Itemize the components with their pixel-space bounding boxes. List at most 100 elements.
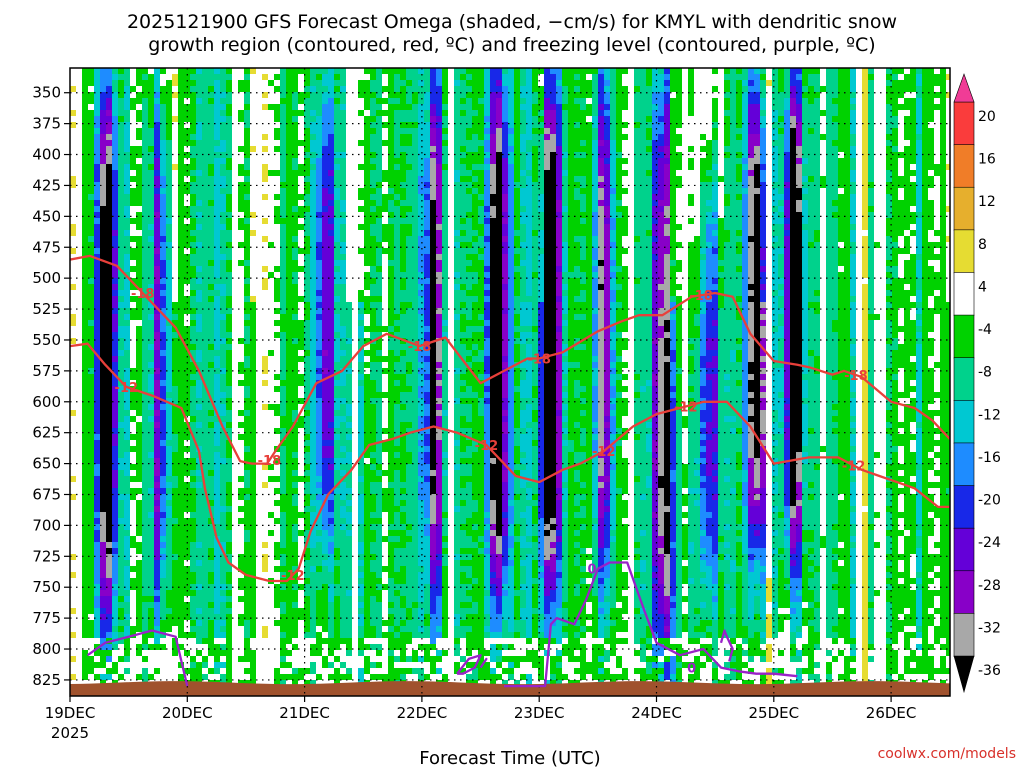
omega-cell <box>304 524 311 531</box>
omega-cell <box>274 182 281 189</box>
omega-cell <box>286 260 293 267</box>
omega-cell <box>322 218 329 225</box>
omega-cell <box>352 392 359 399</box>
omega-cell <box>346 200 353 207</box>
omega-cell <box>226 158 233 165</box>
omega-cell <box>262 494 269 501</box>
omega-cell <box>184 524 191 531</box>
omega-cell <box>142 392 149 399</box>
omega-cell <box>214 548 221 555</box>
omega-cell <box>154 284 161 291</box>
omega-cell <box>286 344 293 351</box>
omega-cell <box>232 158 239 165</box>
omega-cell <box>232 386 239 393</box>
omega-cell <box>88 566 95 573</box>
omega-cell <box>334 368 341 375</box>
omega-cell <box>148 146 155 153</box>
omega-cell <box>136 536 143 543</box>
omega-cell <box>76 338 83 345</box>
omega-cell <box>196 230 203 237</box>
omega-cell <box>292 338 299 345</box>
omega-cell <box>172 638 179 645</box>
omega-cell <box>88 542 95 549</box>
omega-cell <box>226 452 233 459</box>
omega-cell <box>310 350 317 357</box>
omega-cell <box>94 188 101 195</box>
omega-cell <box>142 212 149 219</box>
omega-cell <box>172 302 179 309</box>
omega-cell <box>274 506 281 513</box>
omega-cell <box>148 104 155 111</box>
omega-cell <box>328 530 335 537</box>
omega-cell <box>268 230 275 237</box>
omega-cell <box>214 86 221 93</box>
omega-cell <box>94 140 101 147</box>
omega-cell <box>220 446 227 453</box>
omega-cell <box>262 470 269 477</box>
omega-cell <box>304 344 311 351</box>
omega-cell <box>316 452 323 459</box>
omega-cell <box>106 560 113 567</box>
omega-cell <box>334 350 341 357</box>
omega-cell <box>94 284 101 291</box>
omega-cell <box>70 590 77 597</box>
omega-cell <box>184 290 191 297</box>
omega-cell <box>310 152 317 159</box>
omega-cell <box>346 668 353 675</box>
omega-cell <box>94 650 101 657</box>
omega-cell <box>82 398 89 405</box>
omega-cell <box>88 434 95 441</box>
omega-cell <box>172 674 179 681</box>
omega-cell <box>352 326 359 333</box>
omega-cell <box>262 566 269 573</box>
omega-cell <box>316 428 323 435</box>
omega-cell <box>328 518 335 525</box>
omega-cell <box>136 92 143 99</box>
omega-cell <box>94 530 101 537</box>
omega-cell <box>268 530 275 537</box>
omega-cell <box>340 644 347 651</box>
omega-cell <box>292 536 299 543</box>
omega-cell <box>70 176 77 183</box>
omega-cell <box>82 176 89 183</box>
omega-cell <box>220 212 227 219</box>
omega-cell <box>190 248 197 255</box>
omega-cell <box>238 362 245 369</box>
omega-cell <box>274 236 281 243</box>
omega-cell <box>160 218 167 225</box>
omega-cell <box>292 272 299 279</box>
omega-cell <box>232 230 239 237</box>
omega-cell <box>274 170 281 177</box>
omega-cell <box>256 626 263 633</box>
omega-cell <box>268 362 275 369</box>
omega-cell <box>340 626 347 633</box>
omega-cell <box>94 626 101 633</box>
omega-cell <box>214 218 221 225</box>
omega-cell <box>298 482 305 489</box>
omega-cell <box>94 314 101 321</box>
omega-cell <box>334 272 341 279</box>
omega-cell <box>274 254 281 261</box>
omega-cell <box>166 482 173 489</box>
omega-cell <box>220 248 227 255</box>
omega-cell <box>70 302 77 309</box>
omega-cell <box>166 212 173 219</box>
omega-cell <box>106 620 113 627</box>
omega-cell <box>142 170 149 177</box>
omega-cell <box>214 266 221 273</box>
omega-cell <box>148 356 155 363</box>
omega-cell <box>142 380 149 387</box>
omega-cell <box>352 206 359 213</box>
omega-cell <box>274 290 281 297</box>
omega-cell <box>172 104 179 111</box>
omega-cell <box>232 350 239 357</box>
omega-cell <box>220 656 227 663</box>
omega-cell <box>280 362 287 369</box>
omega-cell <box>286 266 293 273</box>
omega-cell <box>160 242 167 249</box>
omega-cell <box>70 608 77 615</box>
omega-cell <box>142 470 149 477</box>
omega-cell <box>154 194 161 201</box>
omega-cell <box>160 110 167 117</box>
omega-cell <box>154 374 161 381</box>
